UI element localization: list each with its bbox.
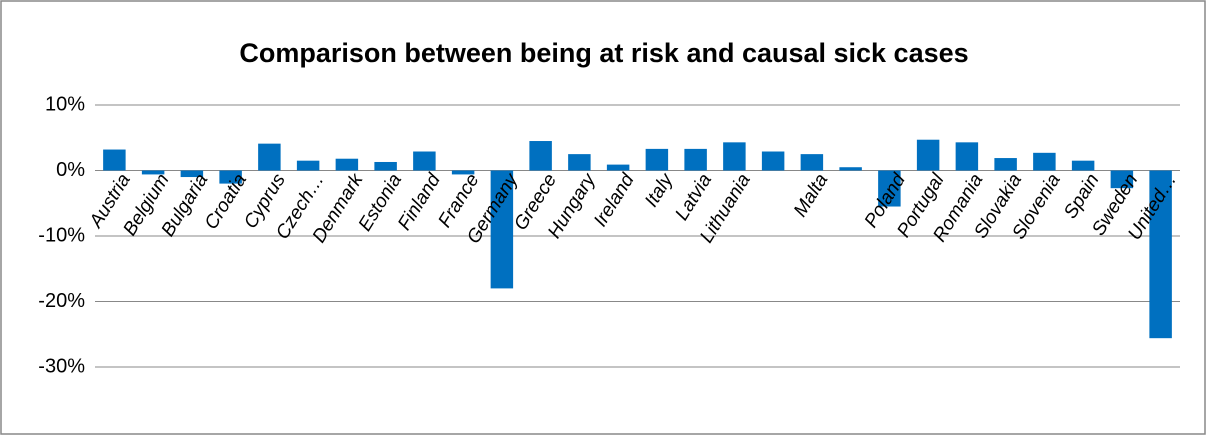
bar xyxy=(296,160,320,171)
bar xyxy=(490,170,514,289)
bar xyxy=(800,154,824,171)
bar xyxy=(568,154,591,171)
bar xyxy=(878,170,901,207)
y-tick-label: -10% xyxy=(38,224,85,246)
bar xyxy=(451,170,475,175)
bar xyxy=(606,164,630,171)
bar xyxy=(335,158,359,171)
bar xyxy=(413,151,436,171)
bar xyxy=(258,143,281,171)
y-tick-label: -20% xyxy=(38,290,85,312)
bar xyxy=(1033,152,1056,171)
bar xyxy=(994,158,1017,171)
y-tick-label: -30% xyxy=(38,355,85,377)
bar xyxy=(374,161,397,171)
bar xyxy=(103,149,126,171)
bar xyxy=(180,170,204,178)
y-tick-label: 0% xyxy=(56,159,85,181)
bar xyxy=(141,170,165,175)
bar xyxy=(916,139,940,171)
bar xyxy=(1149,170,1172,339)
bar xyxy=(955,142,979,171)
bar xyxy=(761,151,785,171)
bar xyxy=(1110,170,1134,189)
chart-title: Comparison between being at risk and cau… xyxy=(239,38,968,68)
y-tick-label: 10% xyxy=(45,93,85,115)
bar xyxy=(839,167,862,171)
bar xyxy=(645,148,669,171)
bar xyxy=(723,142,746,171)
bar xyxy=(529,141,552,171)
bar xyxy=(684,148,707,171)
bar xyxy=(1071,160,1095,171)
bar xyxy=(219,170,242,184)
